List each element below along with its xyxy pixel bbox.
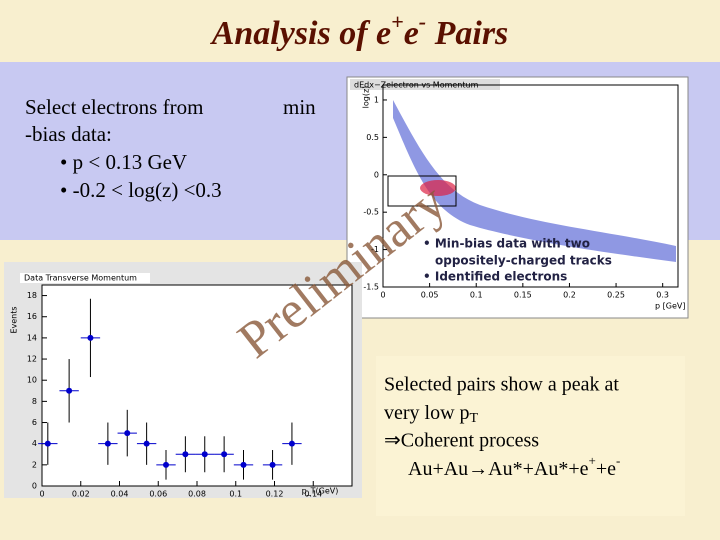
x-tick-label: 0.08 (188, 490, 206, 499)
point (104, 440, 111, 447)
y-tick-label: 12 (27, 355, 37, 364)
y-tick-label: 4 (32, 439, 37, 448)
y-label: Events (10, 306, 19, 333)
scatter-cloud (393, 100, 676, 262)
x-tick-label: 0.1 (470, 291, 483, 300)
y-tick-label: 14 (27, 333, 37, 342)
point (143, 440, 150, 447)
electron-cloud (420, 180, 456, 196)
left-text: Select electrons from min -bias data: • … (25, 95, 316, 202)
point (66, 387, 73, 394)
selection-box (387, 175, 457, 207)
point (87, 334, 94, 341)
x-label: p_T(GeV) (302, 487, 339, 496)
text-line: very low pT (384, 402, 479, 427)
hist-title: Data Transverse Momentum (24, 274, 137, 283)
y-tick-label: 1 (374, 95, 379, 104)
point (44, 440, 51, 447)
hist-axes (41, 284, 353, 487)
text-line: Selected pairs show a peak at (384, 374, 619, 396)
y-tick-label: 0 (374, 170, 379, 179)
text-line: • p < 0.13 GeV (60, 150, 187, 174)
point (221, 451, 228, 458)
x-tick-label: 0.02 (72, 490, 90, 499)
scatter-x-label: p [GeV] (655, 302, 685, 311)
y-tick-label: 10 (27, 376, 37, 385)
scatter-axes (382, 84, 679, 288)
point (288, 440, 295, 447)
text-line: • -0.2 < log(z) <0.3 (60, 178, 222, 202)
point (163, 461, 169, 468)
title: Analysis of e+e- Pairs (210, 9, 509, 52)
x-tick-label: 0.25 (607, 291, 625, 300)
point (269, 461, 276, 468)
point (182, 451, 189, 458)
legend-line: oppositely-charged tracks (435, 254, 612, 268)
legend-line: • Identified electrons (423, 270, 567, 284)
y-tick-label: -1 (371, 245, 379, 254)
x-tick-label: 0.14 (304, 490, 322, 499)
x-tick-label: 0 (39, 490, 44, 499)
text-line: -bias data: (25, 122, 112, 146)
x-tick-label: 0.2 (563, 291, 576, 300)
x-tick-label: 0.12 (266, 490, 284, 499)
x-tick-label: 0.05 (421, 291, 439, 300)
scatter-y-label: log(z) (362, 86, 371, 109)
x-tick-label: 0.3 (656, 291, 669, 300)
point (201, 451, 208, 458)
x-tick-label: 0 (380, 291, 385, 300)
text-line: Select electrons from (25, 95, 203, 119)
text-line: Au+Au→Au*+Au*+e++e- (408, 453, 620, 480)
y-tick-label: -0.5 (363, 208, 379, 217)
legend-line: • Min-bias data with two (423, 237, 590, 251)
scatter-frame (346, 76, 689, 319)
x-tick-label: 0.04 (111, 490, 129, 499)
y-tick-label: 0.5 (366, 133, 379, 142)
y-tick-label: 2 (32, 460, 37, 469)
text-line: ⇒Coherent process (384, 430, 539, 452)
text-line: min (283, 95, 316, 119)
y-tick-label: 18 (27, 291, 37, 300)
y-tick-label: 8 (32, 397, 37, 406)
point (124, 430, 131, 437)
bottom-text: Selected pairs show a peak at very low p… (384, 374, 620, 480)
hist-title-box (20, 273, 150, 283)
y-tick-label: 16 (27, 312, 37, 321)
x-tick-label: 0.1 (229, 490, 242, 499)
x-tick-label: 0.15 (514, 291, 532, 300)
x-tick-label: 0.06 (149, 490, 167, 499)
bottom-box (376, 356, 685, 516)
point (240, 461, 247, 468)
y-tick-label: -1.5 (363, 283, 379, 292)
y-tick-label: 0 (32, 482, 37, 491)
y-tick-label: 6 (32, 418, 37, 427)
